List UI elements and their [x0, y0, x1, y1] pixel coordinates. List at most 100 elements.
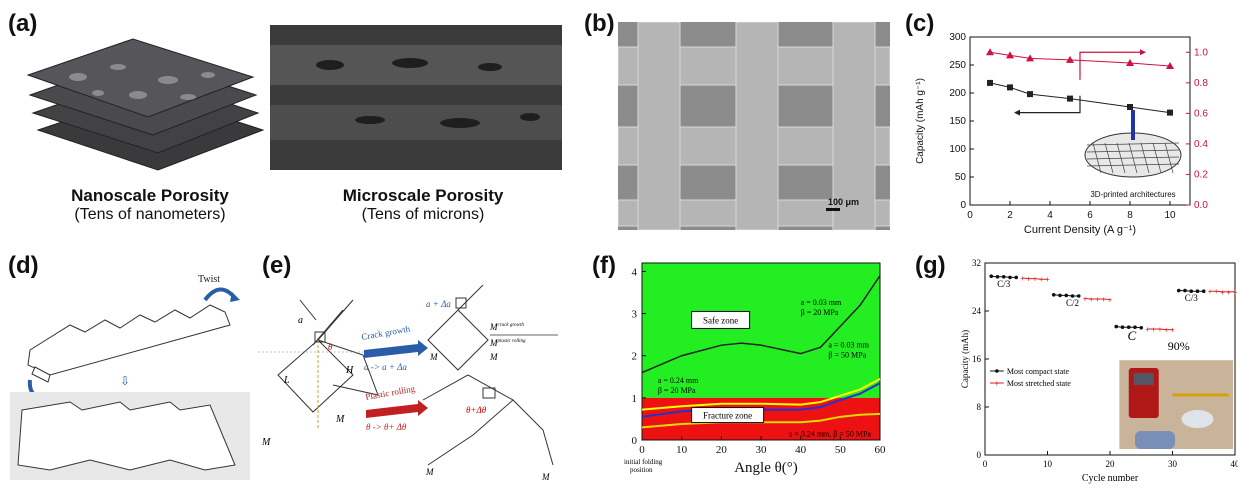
f-xtick-label: 30	[756, 444, 768, 456]
e-label-M-top-right: M	[489, 352, 498, 362]
g-point-compact	[1064, 293, 1069, 298]
microscale-title: Microscale Porosity	[342, 186, 504, 205]
f-series-line	[641, 378, 881, 411]
g-point-stretched: +	[1226, 288, 1231, 297]
c-point	[1027, 91, 1033, 98]
g-point-stretched: +	[1089, 295, 1094, 304]
g-xtick-label: 0	[983, 459, 988, 469]
f-safe-label: Safe zone	[703, 315, 738, 325]
f-fracture-box	[691, 407, 765, 424]
g-point-compact	[1014, 275, 1019, 280]
nanoscale-title: Nanoscale Porosity	[71, 186, 229, 205]
g-point-compact	[1051, 293, 1056, 297]
e-label-M-top-left: M	[429, 352, 438, 362]
g-point-compact	[1183, 288, 1187, 293]
g-point-stretched: +	[1164, 326, 1169, 335]
c-point	[1067, 95, 1073, 102]
g-point-stretched: +	[1233, 288, 1238, 297]
c-ytick-label: 100	[949, 144, 966, 155]
c-ytick-label: 0	[960, 200, 966, 211]
f-xlabel: Angle θ(°)	[734, 460, 798, 476]
panel-label-g: (g)	[915, 252, 946, 279]
c-y2tick-label: 0.6	[1194, 108, 1208, 119]
g-point-compact	[1139, 326, 1144, 330]
c-ytick-label: 250	[949, 60, 966, 71]
twist-label: Twist	[198, 274, 220, 285]
c-series-line	[989, 82, 1171, 114]
g-point-compact	[989, 274, 994, 278]
g-point-stretched: +	[1214, 287, 1219, 296]
g-ytick-label: 24	[972, 306, 982, 316]
c-point	[1167, 109, 1173, 116]
e-label-M-bottom-right: M	[541, 472, 550, 482]
e-label-M-left: M	[261, 437, 271, 448]
g-xtick-label: 10	[1043, 459, 1053, 469]
g-xtick-label: 30	[1168, 459, 1178, 469]
down-arrow-icon: ⇩	[120, 374, 130, 388]
f-ytick-label: 2	[632, 351, 638, 363]
e-label-M-right: M	[335, 414, 345, 425]
f-initial-label-2: position	[630, 466, 653, 474]
c-ylabel: Capacity (mAh g⁻¹)	[915, 78, 926, 164]
crack-growth-eq: a -> a + Δa	[364, 362, 407, 372]
g-series-line	[1084, 297, 1111, 301]
c-xtick-label: 10	[1164, 210, 1176, 221]
g-point-compact	[1176, 288, 1181, 293]
crack-plastic-rolling-diagram: a L H θ M M Crack growth a -> a + Δa Pla…	[258, 284, 558, 482]
g-point-stretched: +	[1039, 275, 1044, 284]
c-ytick-label: 50	[955, 172, 967, 183]
c-point	[987, 79, 993, 86]
c-inset-grid	[1152, 142, 1162, 174]
c-ytick-label: 200	[949, 88, 966, 99]
plastic-rolling-eq: θ -> θ+ Δθ	[366, 422, 407, 432]
c-y2tick-label: 0.8	[1194, 78, 1208, 89]
c-left-axis-arrowhead	[1014, 109, 1020, 116]
c-point	[1166, 62, 1174, 70]
chart-g-capacity-vs-cycle: 0 10 20 30 40 0 8 16 24 32 Cycle number Capacity (m…	[960, 258, 1238, 484]
g-rate-label: C/2	[1066, 298, 1079, 308]
f-xtick-label: 10	[676, 444, 688, 456]
g-point-stretched: +	[1220, 288, 1225, 297]
f-ytick-label: 0	[632, 435, 638, 447]
f-xtick-label: 20	[716, 444, 728, 456]
f-safe-region	[642, 263, 880, 398]
g-point-stretched: +	[1026, 275, 1031, 284]
g-series-line	[1022, 277, 1048, 280]
c-xtick-label: 0	[967, 210, 973, 221]
crack-growth-label: Crack growth	[361, 323, 412, 341]
g-rate-label: C	[1128, 328, 1137, 343]
c-right-axis-arrowhead	[1140, 49, 1146, 56]
panel-label-d: (d)	[8, 252, 39, 279]
g-percent-label: 90%	[1168, 339, 1190, 353]
c-xlabel: Current Density (A g⁻¹)	[1024, 224, 1136, 236]
f-ann1-b: β = 20 MPa	[801, 308, 839, 317]
f-ann3-b: β = 20 MPa	[658, 386, 696, 395]
g-series-line	[1210, 290, 1235, 293]
c-inset-nozzle	[1131, 110, 1135, 140]
panel-label-a: (a)	[8, 10, 38, 37]
c-left-axis-arrow	[1020, 95, 1081, 114]
panel-label-c: (c)	[905, 10, 935, 37]
g-rate-label: C/3	[1185, 293, 1199, 303]
g-xtick-label: 40	[1231, 459, 1238, 469]
c-xtick-label: 8	[1127, 210, 1133, 221]
g-point-compact	[1195, 289, 1200, 293]
c-ytick-label: 150	[949, 116, 966, 127]
c-point	[1006, 51, 1014, 59]
e-label-L: L	[283, 375, 290, 386]
c-y2tick-label: 1.0	[1194, 47, 1208, 58]
g-point-compact	[1201, 289, 1206, 293]
g-point-compact	[1120, 325, 1125, 329]
c-series-line	[989, 51, 1171, 67]
c-y2tick-label: 0.2	[1194, 169, 1208, 180]
microscale-subtitle: (Tens of microns)	[361, 206, 485, 223]
g-point-stretched: +	[1145, 325, 1150, 334]
c-point	[1126, 58, 1134, 66]
g-legend-compact: Most compact state	[1007, 367, 1070, 376]
c-inset-grid	[1164, 142, 1174, 174]
g-photo-device	[1181, 410, 1214, 428]
f-ytick-label: 3	[632, 309, 638, 321]
c-xtick-label: 2	[1007, 210, 1013, 221]
c-inset-label: 3D-printed architectures	[1090, 190, 1175, 199]
c-inset-architecture	[1084, 110, 1182, 178]
